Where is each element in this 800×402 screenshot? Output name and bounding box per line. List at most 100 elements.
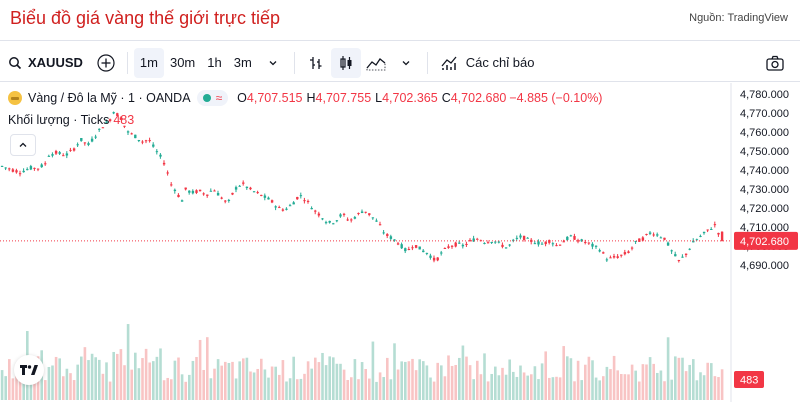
- candle-body: [335, 220, 339, 222]
- candle-body: [105, 121, 108, 123]
- volume-bar: [677, 357, 681, 400]
- volume-bar: [674, 356, 677, 400]
- candle-body: [551, 243, 555, 245]
- candle-body: [663, 237, 666, 240]
- current-volume-label: 483: [740, 375, 758, 387]
- volume-bar: [720, 369, 724, 400]
- instrument-label: Vàng / Đô la Mỹ · 1 · OANDA: [28, 91, 191, 105]
- candle-body: [162, 162, 166, 165]
- bar-chart-button[interactable]: [301, 48, 331, 78]
- volume-bar: [281, 360, 285, 400]
- timeframe-1m[interactable]: 1m: [133, 47, 164, 78]
- candle-body: [281, 209, 285, 211]
- volume-bar: [80, 356, 83, 400]
- volume-bar: [213, 368, 216, 400]
- tradingview-logo[interactable]: [14, 355, 44, 385]
- volume-bar: [537, 379, 540, 400]
- chart-type-dropdown-button[interactable]: [391, 48, 421, 78]
- candle-body: [519, 235, 522, 238]
- volume-bar: [306, 361, 310, 400]
- chart-toolbar: XAUUSD 1m 30m 1h 3m Các chỉ báo: [0, 44, 800, 82]
- volume-bar: [389, 379, 393, 400]
- candle-body: [522, 235, 526, 240]
- screenshot-button[interactable]: [760, 48, 790, 78]
- candle-body: [227, 199, 231, 201]
- add-symbol-icon: [97, 53, 115, 72]
- volume-bar: [443, 376, 447, 400]
- candle-body: [670, 250, 673, 252]
- candle-body: [324, 222, 328, 224]
- area-chart-icon: [366, 57, 386, 70]
- candle-body: [569, 235, 573, 237]
- volume-bar: [134, 352, 137, 400]
- timeframe-30m[interactable]: 30m: [169, 55, 196, 70]
- volume-bar: [296, 379, 299, 400]
- symbol-search-button[interactable]: XAUUSD: [0, 48, 91, 78]
- volume-bar: [148, 362, 151, 400]
- low-label: L: [375, 91, 383, 105]
- timeframe-dropdown-button[interactable]: [258, 48, 288, 78]
- price-chart[interactable]: 4,780.000 4,770.000 4,760.000 4,750.000 4,74…: [0, 83, 800, 402]
- candle-body: [699, 235, 702, 237]
- candle-body: [166, 172, 169, 174]
- volume-bar: [508, 359, 511, 400]
- volume-bar: [645, 364, 648, 400]
- volume-bar: [598, 380, 601, 400]
- candle-body: [69, 149, 72, 151]
- candle-body: [11, 169, 15, 172]
- volume-bar: [317, 362, 321, 400]
- candle-body: [645, 233, 648, 235]
- open-label: O: [237, 91, 247, 105]
- candle-body: [566, 236, 569, 240]
- volume-bar: [620, 374, 623, 400]
- candle-body: [447, 246, 450, 248]
- volume-bar: [335, 363, 339, 400]
- candle-body: [44, 163, 47, 165]
- candle-body: [134, 134, 137, 139]
- candle-body: [504, 247, 508, 249]
- candlestick-button[interactable]: [330, 47, 361, 78]
- candle-body: [155, 151, 159, 153]
- candle-body: [87, 143, 90, 145]
- candle-body: [90, 138, 94, 142]
- volume-bar: [350, 377, 353, 400]
- candle-body: [641, 237, 645, 241]
- tradingview-logo-icon: [20, 365, 38, 375]
- candle-body: [713, 224, 717, 226]
- timeframe-3m[interactable]: 3m: [233, 55, 252, 70]
- market-status-badge[interactable]: ≈: [196, 90, 229, 106]
- candle-body: [22, 170, 25, 173]
- volume-bar: [404, 361, 407, 400]
- volume-bar: [206, 337, 209, 400]
- volume-bar: [90, 353, 94, 400]
- volume-bar: [429, 377, 432, 400]
- volume-legend: Khối lượng · Ticks 483: [8, 113, 134, 127]
- volume-bar: [44, 380, 47, 400]
- candle-body: [202, 193, 205, 195]
- collapse-legend-button[interactable]: [10, 134, 36, 156]
- candle-body: [148, 140, 151, 142]
- candle-body: [584, 241, 587, 243]
- divider: [0, 40, 800, 41]
- timeframe-1h[interactable]: 1h: [207, 55, 222, 70]
- candle-body: [465, 243, 468, 246]
- candle-body: [346, 219, 349, 221]
- area-chart-button[interactable]: [361, 48, 391, 78]
- toolbar-separator: [426, 51, 428, 74]
- volume-bar: [684, 371, 688, 400]
- volume-bar: [195, 356, 198, 400]
- candle-body: [396, 243, 400, 245]
- candle-body: [422, 250, 425, 253]
- volume-bar: [328, 356, 331, 400]
- candle-body: [342, 213, 346, 215]
- add-symbol-button[interactable]: [91, 48, 121, 78]
- candle-body: [26, 169, 29, 171]
- indicators-button[interactable]: Các chỉ báo: [434, 48, 541, 78]
- volume-bar: [396, 369, 400, 400]
- candle-body: [252, 191, 256, 193]
- candle-body: [378, 224, 382, 226]
- candle-body: [80, 138, 83, 141]
- volume-bar: [360, 362, 364, 400]
- candle-body: [717, 232, 720, 235]
- volume-bar: [407, 361, 411, 400]
